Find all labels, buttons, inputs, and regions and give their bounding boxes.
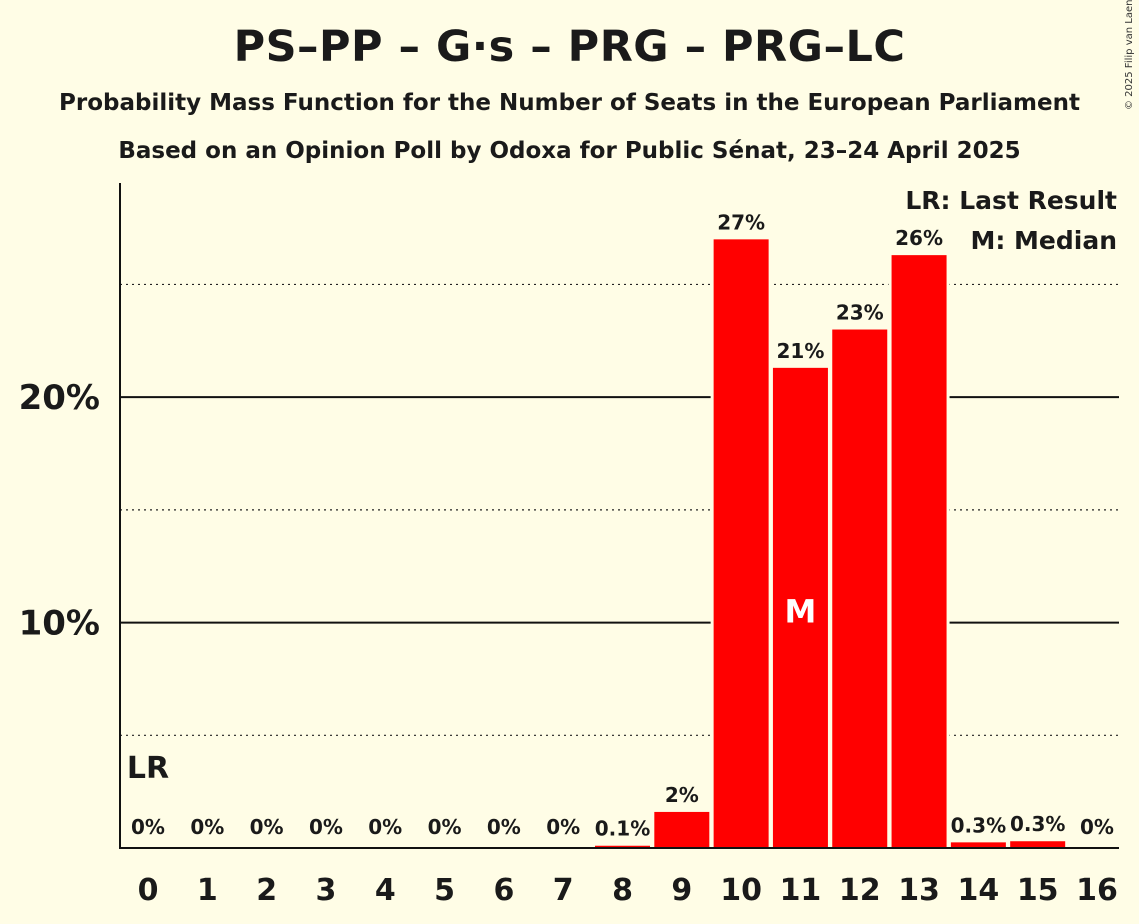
data-label: 23%: [836, 301, 884, 325]
x-tick-label: 9: [671, 873, 692, 908]
x-tick-label: 13: [898, 873, 940, 908]
bar: [1010, 841, 1066, 848]
legend-entry: LR: Last Result: [905, 186, 1117, 215]
bar: [713, 239, 769, 848]
data-label: 0%: [190, 815, 224, 839]
bar: [654, 811, 710, 848]
x-tick-label: 5: [434, 873, 455, 908]
data-label: 0%: [546, 815, 580, 839]
x-tick-label: 11: [780, 873, 822, 908]
bar: [772, 367, 828, 848]
chart-subtitle-poll: Based on an Opinion Poll by Odoxa for Pu…: [118, 138, 1021, 164]
data-label: 27%: [717, 210, 765, 234]
bar: [950, 842, 1006, 848]
chart-title: PS–PP – G·s – PRG – PRG–LC: [233, 22, 906, 72]
x-tick-label: 16: [1076, 873, 1118, 908]
data-label: 0%: [368, 815, 402, 839]
x-tick-label: 1: [197, 873, 218, 908]
bar-halo: [592, 842, 653, 848]
last-result-marker: LR: [127, 751, 169, 786]
x-tick-label: 12: [839, 873, 881, 908]
data-label: 0%: [309, 815, 343, 839]
x-tick-label: 0: [138, 873, 159, 908]
data-label: 0.1%: [595, 817, 650, 841]
bar: [832, 329, 888, 849]
data-label: 2%: [665, 783, 699, 807]
x-tick-label: 8: [612, 873, 633, 908]
x-tick-label: 4: [375, 873, 396, 908]
data-label: 0%: [131, 815, 165, 839]
data-label: 26%: [895, 226, 943, 250]
y-tick-label: 10%: [19, 604, 100, 644]
data-label: 21%: [777, 339, 825, 363]
x-tick-label: 15: [1017, 873, 1059, 908]
bar: [595, 845, 650, 848]
chart-subtitle: Probability Mass Function for the Number…: [59, 90, 1080, 116]
bar: [891, 255, 947, 848]
legend-entry: M: Median: [970, 226, 1117, 255]
median-marker: M: [785, 593, 817, 631]
data-label: 0%: [1080, 815, 1114, 839]
x-tick-label: 10: [720, 873, 762, 908]
x-tick-label: 7: [553, 873, 574, 908]
data-label: 0.3%: [1010, 812, 1065, 836]
data-label: 0%: [250, 815, 284, 839]
x-tick-label: 3: [316, 873, 337, 908]
x-tick-label: 6: [493, 873, 514, 908]
data-label: 0%: [487, 815, 521, 839]
y-tick-label: 20%: [19, 378, 100, 418]
x-tick-label: 14: [958, 873, 1000, 908]
data-label: 0.3%: [951, 813, 1006, 837]
x-tick-label: 2: [256, 873, 277, 908]
data-label: 0%: [428, 815, 462, 839]
